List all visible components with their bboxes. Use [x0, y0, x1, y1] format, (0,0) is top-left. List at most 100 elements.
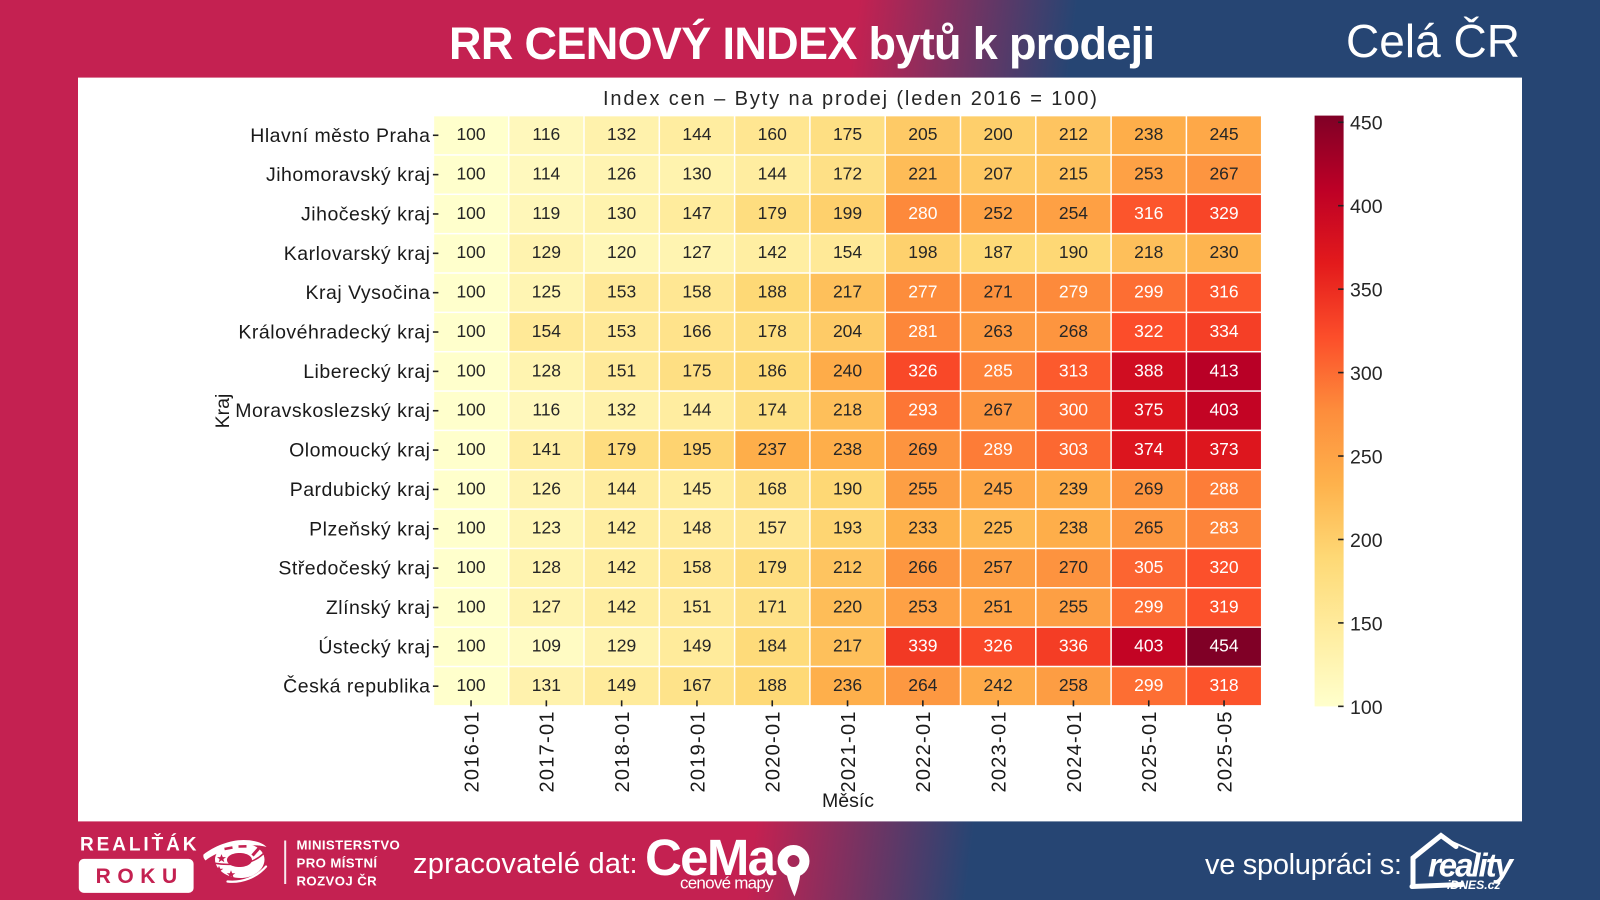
- svg-text:322: 322: [1134, 321, 1163, 341]
- svg-text:130: 130: [682, 164, 711, 184]
- svg-text:100: 100: [456, 518, 485, 538]
- svg-text:313: 313: [1059, 360, 1088, 380]
- svg-text:166: 166: [682, 321, 711, 341]
- svg-text:172: 172: [833, 164, 862, 184]
- svg-text:299: 299: [1134, 596, 1163, 616]
- svg-text:188: 188: [758, 675, 787, 695]
- svg-text:255: 255: [1059, 596, 1088, 616]
- svg-text:114: 114: [532, 164, 560, 184]
- svg-text:Pardubický kraj: Pardubický kraj: [290, 479, 431, 501]
- svg-text:238: 238: [833, 439, 862, 459]
- svg-text:454: 454: [1209, 636, 1238, 656]
- svg-text:100: 100: [456, 203, 485, 223]
- svg-text:154: 154: [532, 321, 561, 341]
- svg-text:100: 100: [456, 557, 485, 577]
- svg-text:253: 253: [1134, 164, 1163, 184]
- svg-text:2025-05: 2025-05: [1214, 710, 1236, 792]
- svg-text:2020-01: 2020-01: [763, 710, 785, 792]
- svg-text:316: 316: [1134, 203, 1163, 223]
- svg-text:288: 288: [1209, 478, 1238, 498]
- svg-text:109: 109: [532, 636, 561, 656]
- svg-text:100: 100: [456, 596, 485, 616]
- svg-text:171: 171: [758, 596, 787, 616]
- svg-text:Jihočeský kraj: Jihočeský kraj: [301, 203, 430, 225]
- svg-text:100: 100: [456, 360, 485, 380]
- svg-text:Hlavní město Praha: Hlavní město Praha: [250, 125, 430, 147]
- svg-text:237: 237: [758, 439, 787, 459]
- svg-text:255: 255: [908, 478, 937, 498]
- svg-text:254: 254: [1059, 203, 1088, 223]
- svg-text:334: 334: [1209, 321, 1238, 341]
- svg-text:258: 258: [1059, 675, 1088, 695]
- svg-text:190: 190: [1059, 242, 1088, 262]
- svg-text:ROKU: ROKU: [96, 865, 184, 888]
- svg-text:153: 153: [607, 282, 636, 302]
- svg-text:100: 100: [456, 321, 485, 341]
- svg-text:Olomoucký kraj: Olomoucký kraj: [289, 440, 430, 462]
- svg-text:125: 125: [532, 282, 561, 302]
- svg-text:200: 200: [984, 124, 1013, 144]
- svg-text:Celá ČR: Celá ČR: [1346, 15, 1520, 67]
- svg-text:217: 217: [833, 636, 862, 656]
- svg-text:450: 450: [1350, 113, 1383, 135]
- svg-text:266: 266: [908, 557, 937, 577]
- svg-text:293: 293: [908, 400, 937, 420]
- svg-text:Moravskoslezský kraj: Moravskoslezský kraj: [235, 400, 430, 422]
- svg-text:129: 129: [607, 636, 636, 656]
- svg-text:154: 154: [833, 242, 862, 262]
- svg-text:100: 100: [456, 282, 485, 302]
- svg-text:129: 129: [532, 242, 561, 262]
- svg-text:100: 100: [456, 478, 485, 498]
- svg-text:126: 126: [532, 478, 561, 498]
- svg-text:269: 269: [908, 439, 937, 459]
- svg-text:300: 300: [1059, 400, 1088, 420]
- svg-text:Karlovarský kraj: Karlovarský kraj: [284, 243, 431, 265]
- svg-text:413: 413: [1209, 360, 1238, 380]
- svg-text:145: 145: [682, 478, 711, 498]
- svg-text:116: 116: [532, 400, 560, 420]
- svg-text:ve spolupráci s:: ve spolupráci s:: [1205, 849, 1402, 881]
- svg-text:245: 245: [1209, 124, 1238, 144]
- svg-text:157: 157: [758, 518, 787, 538]
- svg-text:268: 268: [1059, 321, 1088, 341]
- svg-text:373: 373: [1209, 439, 1238, 459]
- svg-text:REALIŤÁK: REALIŤÁK: [80, 834, 199, 856]
- svg-text:204: 204: [833, 321, 862, 341]
- svg-text:218: 218: [1134, 242, 1163, 262]
- svg-text:151: 151: [682, 596, 711, 616]
- svg-text:100: 100: [456, 636, 485, 656]
- svg-text:207: 207: [984, 164, 1013, 184]
- svg-text:218: 218: [833, 400, 862, 420]
- svg-text:252: 252: [984, 203, 1013, 223]
- svg-text:174: 174: [758, 400, 787, 420]
- svg-text:217: 217: [833, 282, 862, 302]
- svg-text:267: 267: [1209, 164, 1238, 184]
- svg-text:Kraj: Kraj: [212, 394, 234, 429]
- svg-text:Jihomoravský kraj: Jihomoravský kraj: [266, 164, 431, 186]
- svg-text:212: 212: [1059, 124, 1088, 144]
- svg-text:131: 131: [532, 675, 561, 695]
- svg-text:149: 149: [607, 675, 636, 695]
- svg-text:141: 141: [532, 439, 561, 459]
- svg-text:271: 271: [984, 282, 1013, 302]
- svg-text:188: 188: [758, 282, 787, 302]
- svg-text:142: 142: [607, 596, 636, 616]
- svg-text:236: 236: [833, 675, 862, 695]
- svg-text:200: 200: [1350, 530, 1383, 552]
- svg-text:175: 175: [682, 360, 711, 380]
- svg-text:126: 126: [607, 164, 636, 184]
- svg-text:339: 339: [908, 636, 937, 656]
- svg-text:400: 400: [1350, 196, 1383, 218]
- svg-text:251: 251: [984, 596, 1013, 616]
- svg-text:179: 179: [607, 439, 636, 459]
- svg-text:285: 285: [984, 360, 1013, 380]
- svg-text:100: 100: [456, 124, 485, 144]
- svg-text:Měsíc: Měsíc: [822, 790, 874, 812]
- svg-text:388: 388: [1134, 360, 1163, 380]
- svg-text:2025-01: 2025-01: [1139, 710, 1161, 792]
- svg-text:Česká republika: Česká republika: [283, 675, 430, 698]
- svg-text:316: 316: [1209, 282, 1238, 302]
- svg-text:cenové mapy: cenové mapy: [680, 874, 774, 893]
- svg-text:144: 144: [607, 478, 636, 498]
- svg-text:144: 144: [682, 124, 711, 144]
